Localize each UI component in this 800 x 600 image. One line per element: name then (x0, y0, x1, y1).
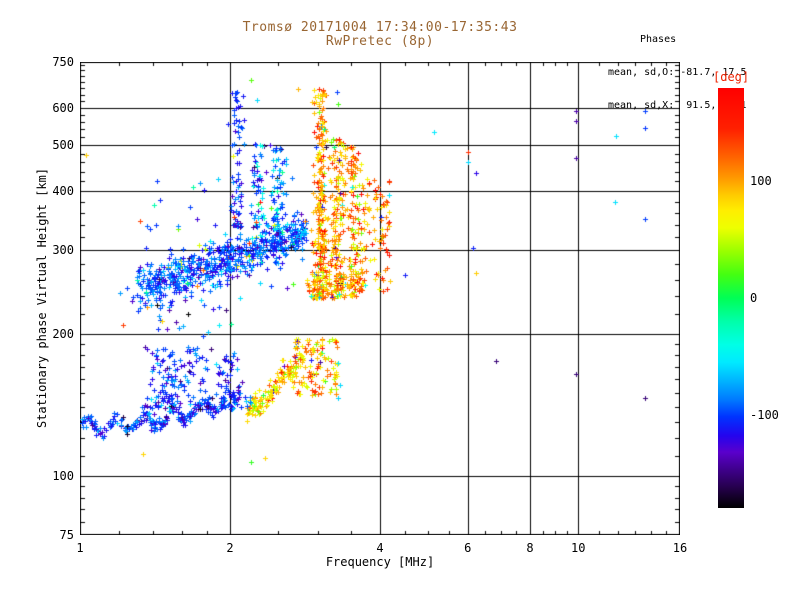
x-tick-label: 4 (376, 541, 384, 555)
x-axis-title: Frequency [MHz] (325, 555, 435, 569)
colorbar-unit-label: [deg] (713, 70, 750, 84)
x-tick-label: 2 (226, 541, 234, 555)
y-tick-label: 600 (52, 100, 74, 115)
y-tick-label: 100 (52, 468, 74, 483)
title-block: Tromsø 20171004 17:34:00-17:35:43 RwPret… (80, 21, 680, 49)
y-tick-label: 75 (59, 528, 74, 542)
phase-stats-header: Phases (640, 34, 677, 45)
y-tick-label: 750 (52, 55, 74, 69)
y-tick-label: 200 (52, 326, 74, 341)
colorbar-tick-label: -100 (750, 407, 779, 422)
y-tick-label: 500 (52, 138, 74, 153)
phase-colorbar (718, 88, 744, 508)
colorbar-tick-label: 0 (750, 291, 758, 305)
scatter-plot-canvas (80, 62, 680, 535)
plot-subtitle: RwPretec (8p) (325, 34, 435, 49)
colorbar-tick-label: 100 (750, 174, 772, 189)
y-tick-label: 400 (52, 184, 74, 199)
y-axis-title: Stationary phase Virtual Height [km] (35, 167, 49, 429)
x-tick-label: 10 (571, 541, 586, 555)
y-tick-label: 300 (52, 243, 74, 258)
x-tick-label: 6 (464, 541, 472, 555)
x-tick-label: 16 (672, 541, 688, 555)
x-tick-label: 8 (526, 541, 534, 555)
plot-title: Tromsø 20171004 17:34:00-17:35:43 (242, 20, 518, 35)
x-tick-label: 1 (76, 541, 84, 555)
